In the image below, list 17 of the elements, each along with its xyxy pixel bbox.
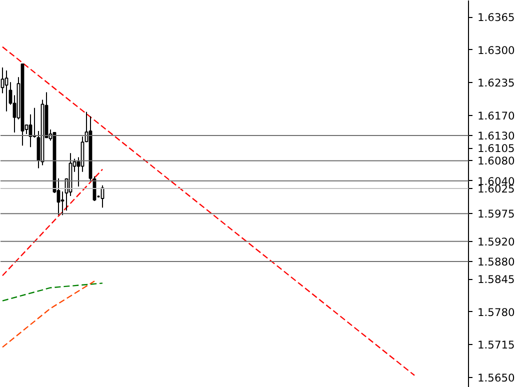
y-tick-label: 1.5845 [478, 273, 515, 286]
y-tick-label: 1.6300 [478, 44, 516, 57]
candlestick [0, 67, 4, 94]
candlestick [4, 70, 8, 112]
y-tick-label: 1.6235 [478, 76, 515, 90]
y-tick-label: 1.5715 [478, 338, 515, 352]
ref-line-label: 1.5975 [478, 208, 515, 221]
ref-line-label: 1.6080 [478, 154, 516, 168]
candlestick [60, 190, 64, 216]
y-tick-label: 1.6105 [478, 142, 515, 156]
y-tick-label: 1.6170 [478, 109, 516, 122]
y-tick-label: 1.5780 [478, 306, 516, 319]
y-tick-label: 1.5650 [478, 371, 516, 384]
y-tick-label: 1.6365 [478, 11, 515, 24]
ref-line-label: 1.6130 [478, 130, 516, 143]
ref-line-label: 1.5880 [478, 256, 516, 269]
ref-line-label: 1.5920 [478, 235, 516, 248]
